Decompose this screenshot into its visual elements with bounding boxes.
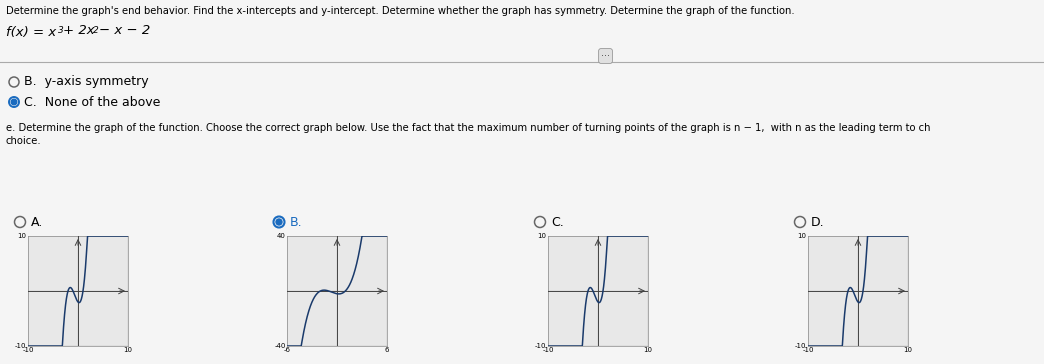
Text: 3: 3 xyxy=(58,26,64,35)
Text: B.  y-axis symmetry: B. y-axis symmetry xyxy=(24,75,148,88)
Text: C.: C. xyxy=(551,215,564,229)
Text: + 2x: + 2x xyxy=(63,24,95,37)
Text: Determine the graph's end behavior. Find the x-intercepts and y-intercept. Deter: Determine the graph's end behavior. Find… xyxy=(6,6,794,16)
Text: C.  None of the above: C. None of the above xyxy=(24,95,161,108)
Text: ···: ··· xyxy=(601,51,610,61)
Text: A.: A. xyxy=(31,215,43,229)
Text: choice.: choice. xyxy=(6,136,42,146)
Text: B.: B. xyxy=(290,215,303,229)
Text: f(x) = x: f(x) = x xyxy=(6,26,56,39)
Circle shape xyxy=(11,99,17,105)
Text: − x − 2: − x − 2 xyxy=(99,24,150,37)
Circle shape xyxy=(276,219,282,225)
Text: D.: D. xyxy=(811,215,825,229)
Text: e. Determine the graph of the function. Choose the correct graph below. Use the : e. Determine the graph of the function. … xyxy=(6,123,930,133)
Text: 2: 2 xyxy=(93,26,99,35)
